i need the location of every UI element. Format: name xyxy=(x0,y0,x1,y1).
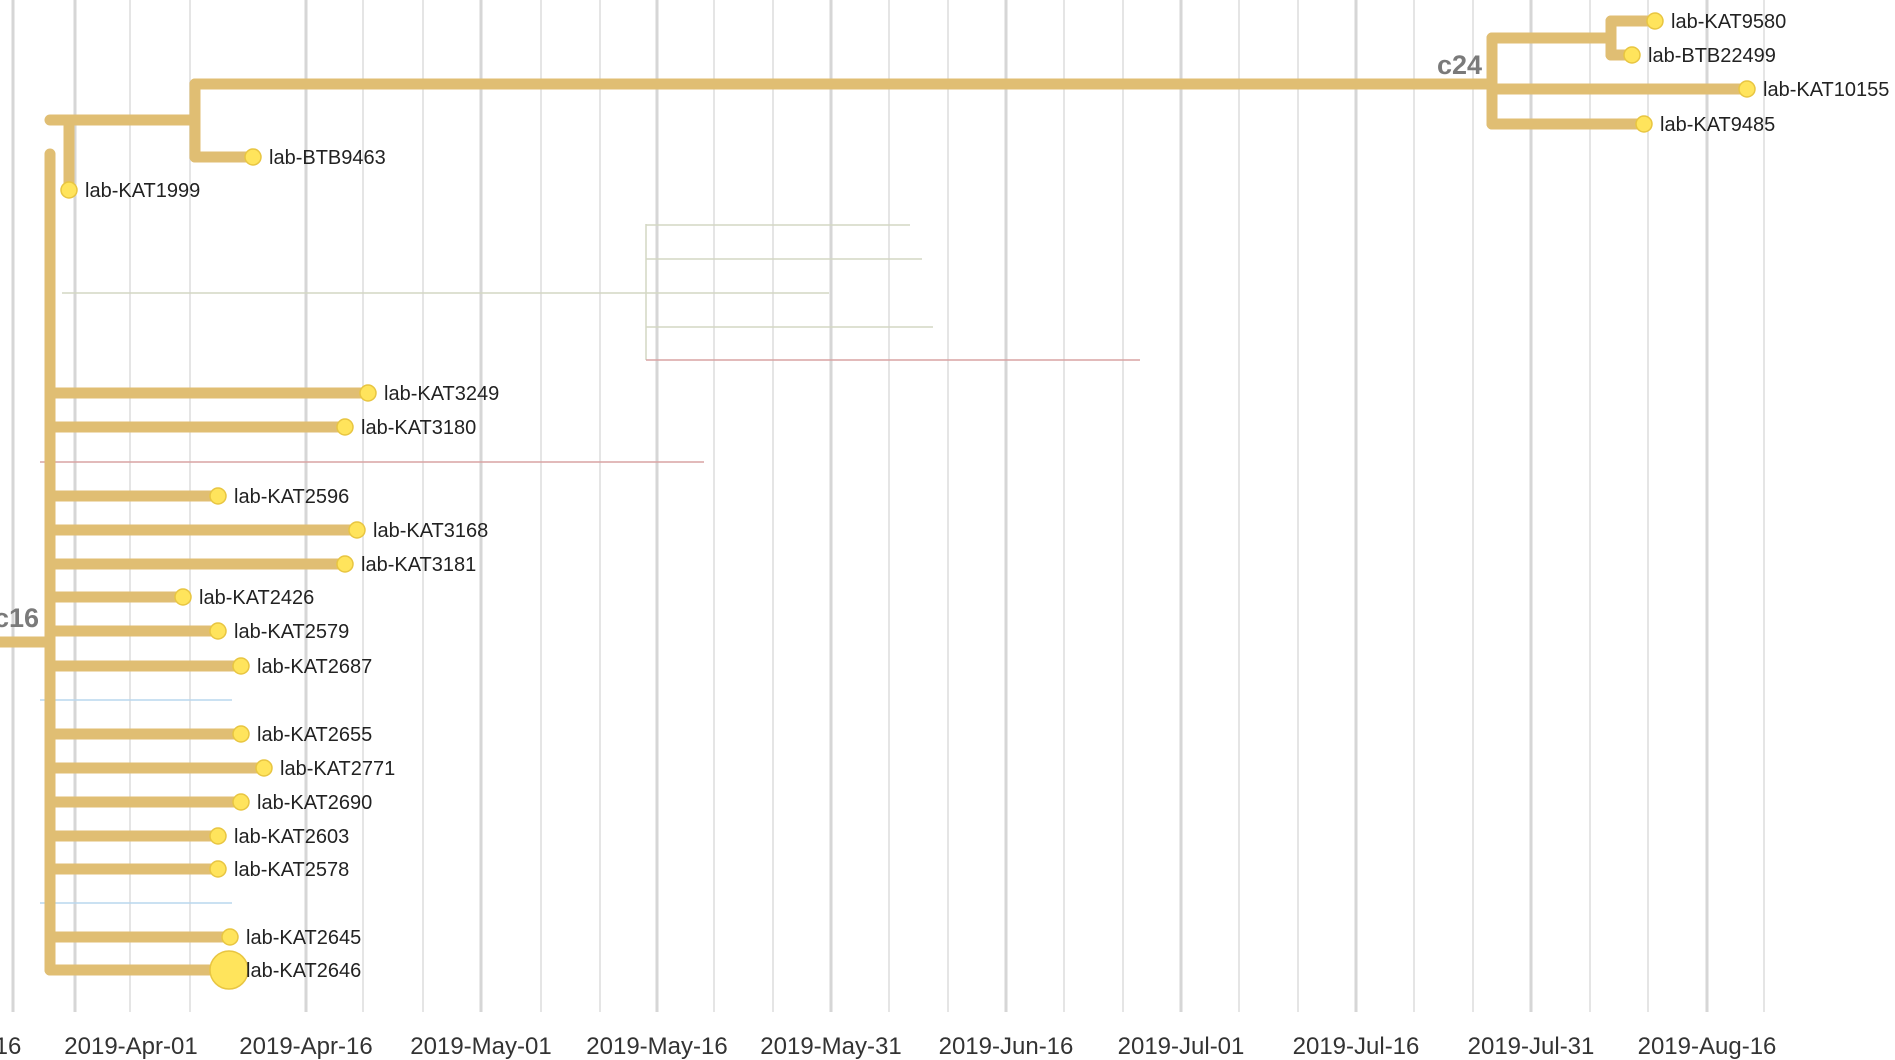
tip-node-lab-btb9463[interactable] xyxy=(244,148,262,166)
tip-label-lab-kat3249: lab-KAT3249 xyxy=(384,383,499,405)
axis-tick-label: 2019-May-31 xyxy=(760,1033,901,1060)
axis-tick-label: 2019-Apr-01 xyxy=(64,1033,197,1060)
tip-node-lab-kat3181[interactable] xyxy=(336,555,354,573)
clade-label-c16: c16 xyxy=(0,603,39,633)
tip-label-lab-btb22499: lab-BTB22499 xyxy=(1648,45,1776,67)
tip-node-lab-kat2596[interactable] xyxy=(209,487,227,505)
tip-label-lab-kat3181: lab-KAT3181 xyxy=(361,554,476,576)
tip-label-lab-kat9485: lab-KAT9485 xyxy=(1660,114,1775,136)
tip-node-lab-kat10155[interactable] xyxy=(1738,80,1756,98)
tip-label-lab-kat2579: lab-KAT2579 xyxy=(234,621,349,643)
tip-node-lab-kat3168[interactable] xyxy=(348,521,366,539)
tip-node-lab-kat3180[interactable] xyxy=(336,418,354,436)
tip-node-lab-kat2578[interactable] xyxy=(209,860,227,878)
tip-label-lab-kat3168: lab-KAT3168 xyxy=(373,520,488,542)
tree-tips[interactable] xyxy=(60,12,1756,990)
tree-branches xyxy=(0,15,1753,976)
tip-label-lab-kat2655: lab-KAT2655 xyxy=(257,724,372,746)
axis-tick-label: 2019-Aug-16 xyxy=(1638,1033,1777,1060)
tip-label-lab-kat2603: lab-KAT2603 xyxy=(234,826,349,848)
tip-label-lab-kat2771: lab-KAT2771 xyxy=(280,758,395,780)
tip-node-lab-kat1999[interactable] xyxy=(60,181,78,199)
axis-tick-label: 2019-Jun-16 xyxy=(939,1033,1074,1060)
clade-label-c24: c24 xyxy=(1437,50,1482,80)
axis-tick-label: 2019-Jul-16 xyxy=(1293,1033,1420,1060)
tip-label-lab-kat2687: lab-KAT2687 xyxy=(257,656,372,678)
tip-label-lab-kat1999: lab-KAT1999 xyxy=(85,180,200,202)
tip-label-lab-kat2426: lab-KAT2426 xyxy=(199,587,314,609)
axis-tick-label: 2019-May-16 xyxy=(586,1033,727,1060)
tip-label-lab-kat10155: lab-KAT10155 xyxy=(1763,79,1889,101)
clade-labels: c16 c24 xyxy=(0,50,1482,633)
tip-node-lab-kat2645[interactable] xyxy=(221,928,239,946)
time-axis: 16 2019-Apr-01 2019-Apr-16 2019-May-01 2019-… xyxy=(0,1033,1776,1060)
tip-node-lab-kat2426[interactable] xyxy=(174,588,192,606)
faded-branches xyxy=(40,224,1140,904)
tip-node-lab-kat2771[interactable] xyxy=(255,759,273,777)
tip-node-lab-kat2687[interactable] xyxy=(232,657,250,675)
axis-tick-label: 2019-Apr-16 xyxy=(239,1033,372,1060)
tip-label-lab-kat2646: lab-KAT2646 xyxy=(246,960,361,982)
tip-node-lab-kat3249[interactable] xyxy=(359,384,377,402)
tip-node-lab-kat2646[interactable] xyxy=(209,950,249,990)
tip-label-lab-kat9580: lab-KAT9580 xyxy=(1671,11,1786,33)
tip-labels: lab-KAT9580 lab-BTB22499 lab-KAT10155 lab-K… xyxy=(85,11,1889,982)
axis-tick-label: 2019-May-01 xyxy=(410,1033,551,1060)
axis-tick-label: 2019-Jul-01 xyxy=(1118,1033,1245,1060)
tip-node-lab-kat9580[interactable] xyxy=(1646,12,1664,30)
tip-label-lab-kat3180: lab-KAT3180 xyxy=(361,417,476,439)
tip-node-lab-kat2690[interactable] xyxy=(232,793,250,811)
tip-label-lab-kat2645: lab-KAT2645 xyxy=(246,927,361,949)
tip-label-lab-kat2578: lab-KAT2578 xyxy=(234,859,349,881)
tip-node-lab-kat2579[interactable] xyxy=(209,622,227,640)
tip-label-lab-kat2596: lab-KAT2596 xyxy=(234,486,349,508)
axis-tick-label: 2019-Jul-31 xyxy=(1468,1033,1595,1060)
tip-node-lab-kat2655[interactable] xyxy=(232,725,250,743)
time-grid xyxy=(11,0,1765,1012)
tip-node-lab-btb22499[interactable] xyxy=(1623,46,1641,64)
axis-tick-label: 16 xyxy=(0,1033,21,1060)
tip-node-lab-kat2603[interactable] xyxy=(209,827,227,845)
tip-label-lab-kat2690: lab-KAT2690 xyxy=(257,792,372,814)
tip-node-lab-kat9485[interactable] xyxy=(1635,115,1653,133)
tip-label-lab-btb9463: lab-BTB9463 xyxy=(269,147,386,169)
